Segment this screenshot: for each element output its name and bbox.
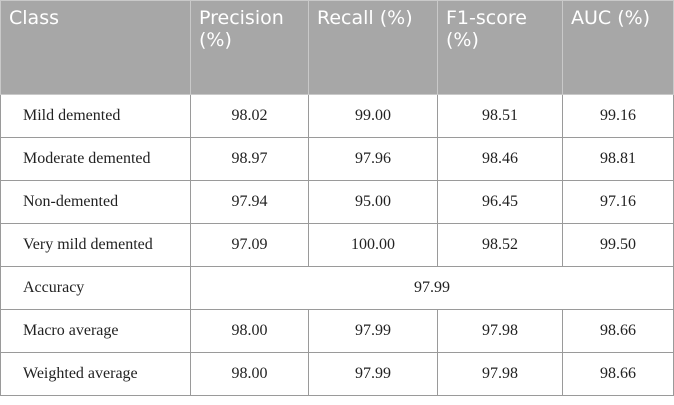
value-cell: 97.98: [437, 309, 563, 353]
value-cell: 96.45: [437, 180, 563, 224]
table-body: Mild demented 98.02 99.00 98.51 99.16 Moderat…: [0, 94, 674, 396]
row-label: Non-demented: [0, 180, 191, 224]
value-cell: 97.96: [308, 137, 438, 181]
results-table: Class Precision (%) Recall (%) F1-score (%)…: [0, 0, 674, 396]
value-cell: 97.99: [190, 266, 674, 310]
value-cell: 98.00: [190, 309, 309, 353]
header-cell: AUC (%): [562, 0, 674, 95]
value-cell: 100.00: [308, 223, 438, 267]
value-cell: 98.81: [562, 137, 674, 181]
value-cell: 95.00: [308, 180, 438, 224]
row-label: Moderate demented: [0, 137, 191, 181]
table-row: Moderate demented 98.97 97.96 98.46 98.81: [0, 137, 674, 181]
value-cell: 97.98: [437, 352, 563, 396]
table-row: Non-demented 97.94 95.00 96.45 97.16: [0, 180, 674, 224]
value-cell: 98.66: [562, 352, 674, 396]
value-cell: 97.16: [562, 180, 674, 224]
value-cell: 99.00: [308, 94, 438, 138]
row-label: Accuracy: [0, 266, 191, 310]
header-cell: F1-score (%): [437, 0, 563, 95]
row-label: Very mild demented: [0, 223, 191, 267]
table-row: Macro average 98.00 97.99 97.98 98.66: [0, 309, 674, 353]
header-cell: Class: [0, 0, 191, 95]
row-label: Mild demented: [0, 94, 191, 138]
header-cell: Precision (%): [190, 0, 309, 95]
value-cell: 98.66: [562, 309, 674, 353]
table-row: Weighted average 98.00 97.99 97.98 98.66: [0, 352, 674, 396]
value-cell: 98.46: [437, 137, 563, 181]
value-cell: 97.99: [308, 309, 438, 353]
header-cell: Recall (%): [308, 0, 438, 95]
value-cell: 98.00: [190, 352, 309, 396]
table-row: Very mild demented 97.09 100.00 98.52 99.50: [0, 223, 674, 267]
value-cell: 97.99: [308, 352, 438, 396]
value-cell: 99.50: [562, 223, 674, 267]
row-label: Weighted average: [0, 352, 191, 396]
table-row: Accuracy 97.99: [0, 266, 674, 310]
value-cell: 97.94: [190, 180, 309, 224]
value-cell: 97.09: [190, 223, 309, 267]
value-cell: 98.52: [437, 223, 563, 267]
value-cell: 98.51: [437, 94, 563, 138]
value-cell: 99.16: [562, 94, 674, 138]
value-cell: 98.02: [190, 94, 309, 138]
row-label: Macro average: [0, 309, 191, 353]
value-cell: 98.97: [190, 137, 309, 181]
header-row: Class Precision (%) Recall (%) F1-score (%)…: [0, 0, 674, 95]
table-row: Mild demented 98.02 99.00 98.51 99.16: [0, 94, 674, 138]
